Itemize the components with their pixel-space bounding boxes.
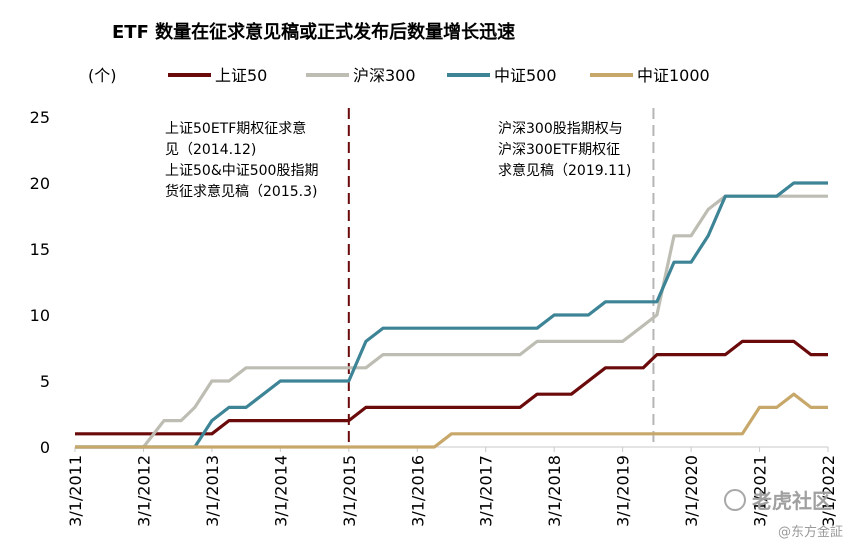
series-lines <box>75 181 828 449</box>
legend-label: 中证1000 <box>637 66 710 85</box>
y-tick-label: 5 <box>40 372 50 391</box>
annotation-text: 见（2014.12) <box>165 142 256 158</box>
y-tick-label: 25 <box>30 108 50 127</box>
series-line <box>75 194 828 449</box>
y-tick-label: 0 <box>40 438 50 457</box>
legend-label: 中证500 <box>494 66 557 85</box>
x-tick-label: 3/1/2021 <box>751 455 770 527</box>
x-tick-label: 3/1/2022 <box>819 455 838 527</box>
x-tick-label: 3/1/2018 <box>545 455 564 527</box>
legend: 上证50 沪深300 中证500 中证1000 <box>168 66 710 85</box>
x-tick-label: 3/1/2012 <box>134 455 153 527</box>
axes: 0 5 10 15 20 25 3/1/2011 3/1/2012 3/1/2013 3/1/20… <box>30 108 838 527</box>
x-tick-label: 3/1/2019 <box>614 455 633 527</box>
series-line <box>75 339 828 436</box>
y-tick-label: 10 <box>30 306 50 325</box>
annotation-text: 上证50&中证500股指期 <box>165 163 318 179</box>
x-tick-label: 3/1/2017 <box>477 455 496 527</box>
series-line <box>75 181 828 449</box>
series-line <box>75 392 828 449</box>
watermark: 老虎社区 @东方金証 <box>724 489 843 540</box>
watermark-main: 老虎社区 <box>752 489 832 513</box>
x-tick-label: 3/1/2015 <box>340 455 359 527</box>
y-tick-label: 20 <box>30 174 50 193</box>
legend-label: 上证50 <box>215 66 267 85</box>
tiger-logo-icon <box>724 489 746 511</box>
x-tick-label: 3/1/2020 <box>682 455 701 527</box>
chart-title: ETF 数量在征求意见稿或正式发布后数量增长迅速 <box>112 21 515 43</box>
y-axis-unit-label: (个) <box>88 66 117 85</box>
annotation-text: 货征求意见稿（2015.3) <box>165 183 317 200</box>
legend-label: 沪深300 <box>353 66 416 85</box>
watermark-sub: @东方金証 <box>778 524 843 540</box>
annotation-text: 沪深300股指期权与 <box>498 121 623 137</box>
x-tick-label: 3/1/2014 <box>271 455 290 527</box>
x-tick-label: 3/1/2011 <box>66 455 85 527</box>
annotation-text: 上证50ETF期权征求意 <box>165 120 306 137</box>
x-tick-label: 3/1/2016 <box>408 455 427 527</box>
y-tick-label: 15 <box>30 240 50 259</box>
x-tick-label: 3/1/2013 <box>203 455 222 527</box>
annotation-text: 求意见稿（2019.11) <box>498 162 631 179</box>
annotation-text: 沪深300ETF期权征 <box>498 142 620 158</box>
